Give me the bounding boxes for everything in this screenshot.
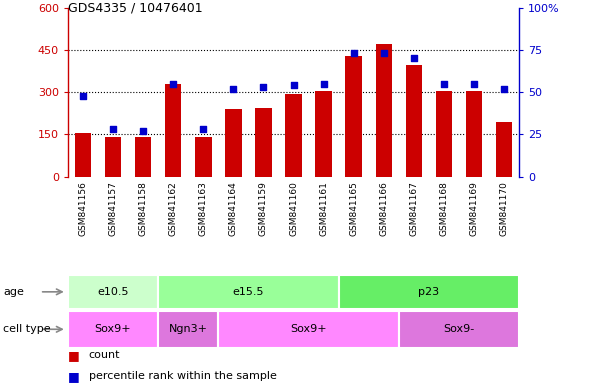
Bar [68,275,158,309]
Text: GSM841160: GSM841160 [289,182,298,236]
Text: GSM841164: GSM841164 [229,182,238,236]
Text: count: count [88,350,120,360]
Point [198,126,208,132]
Text: GSM841167: GSM841167 [409,182,418,236]
Text: Sox9+: Sox9+ [94,324,132,334]
Bar [225,109,242,177]
Text: Sox9-: Sox9- [444,324,474,334]
Text: percentile rank within the sample: percentile rank within the sample [88,371,276,381]
Text: GSM841161: GSM841161 [319,182,328,236]
Point [349,50,359,56]
Bar [104,137,122,177]
Bar [74,133,91,177]
Bar [255,109,272,177]
Bar [158,275,339,309]
Text: cell type: cell type [3,324,51,334]
Bar [375,44,392,177]
Point [109,126,118,132]
Text: GSM841169: GSM841169 [470,182,478,236]
Text: GDS4335 / 10476401: GDS4335 / 10476401 [68,2,202,15]
Bar [135,137,152,177]
Point [470,81,479,87]
Text: age: age [3,287,24,297]
Text: Sox9+: Sox9+ [290,324,327,334]
Bar [435,91,453,177]
Point [499,86,509,92]
Bar [285,94,302,177]
Point [439,81,449,87]
Bar [345,56,362,177]
Bar [496,122,513,177]
Text: GSM841159: GSM841159 [259,182,268,236]
Text: GSM841166: GSM841166 [379,182,388,236]
Text: GSM841157: GSM841157 [109,182,117,236]
Bar [315,91,332,177]
Bar [466,91,483,177]
Text: e10.5: e10.5 [97,287,129,297]
Point [379,50,388,56]
Bar [165,84,182,177]
Point [289,82,298,88]
Point [78,93,88,99]
Text: GSM841156: GSM841156 [78,182,87,236]
Bar [68,311,158,348]
Text: GSM841158: GSM841158 [139,182,148,236]
Point [228,86,238,92]
Text: ■: ■ [68,370,84,383]
Text: GSM841162: GSM841162 [169,182,178,236]
Bar [195,137,212,177]
Point [319,81,328,87]
Bar [218,311,399,348]
Bar [158,311,218,348]
Point [409,55,419,61]
Text: ■: ■ [68,349,84,362]
Point [138,128,148,134]
Text: GSM841168: GSM841168 [440,182,448,236]
Bar [399,311,519,348]
Point [169,81,178,87]
Text: p23: p23 [418,287,440,297]
Bar [339,275,519,309]
Text: Ngn3+: Ngn3+ [169,324,208,334]
Text: GSM841165: GSM841165 [349,182,358,236]
Bar [405,65,422,177]
Text: GSM841163: GSM841163 [199,182,208,236]
Point [258,84,268,90]
Text: GSM841170: GSM841170 [500,182,509,236]
Text: e15.5: e15.5 [232,287,264,297]
